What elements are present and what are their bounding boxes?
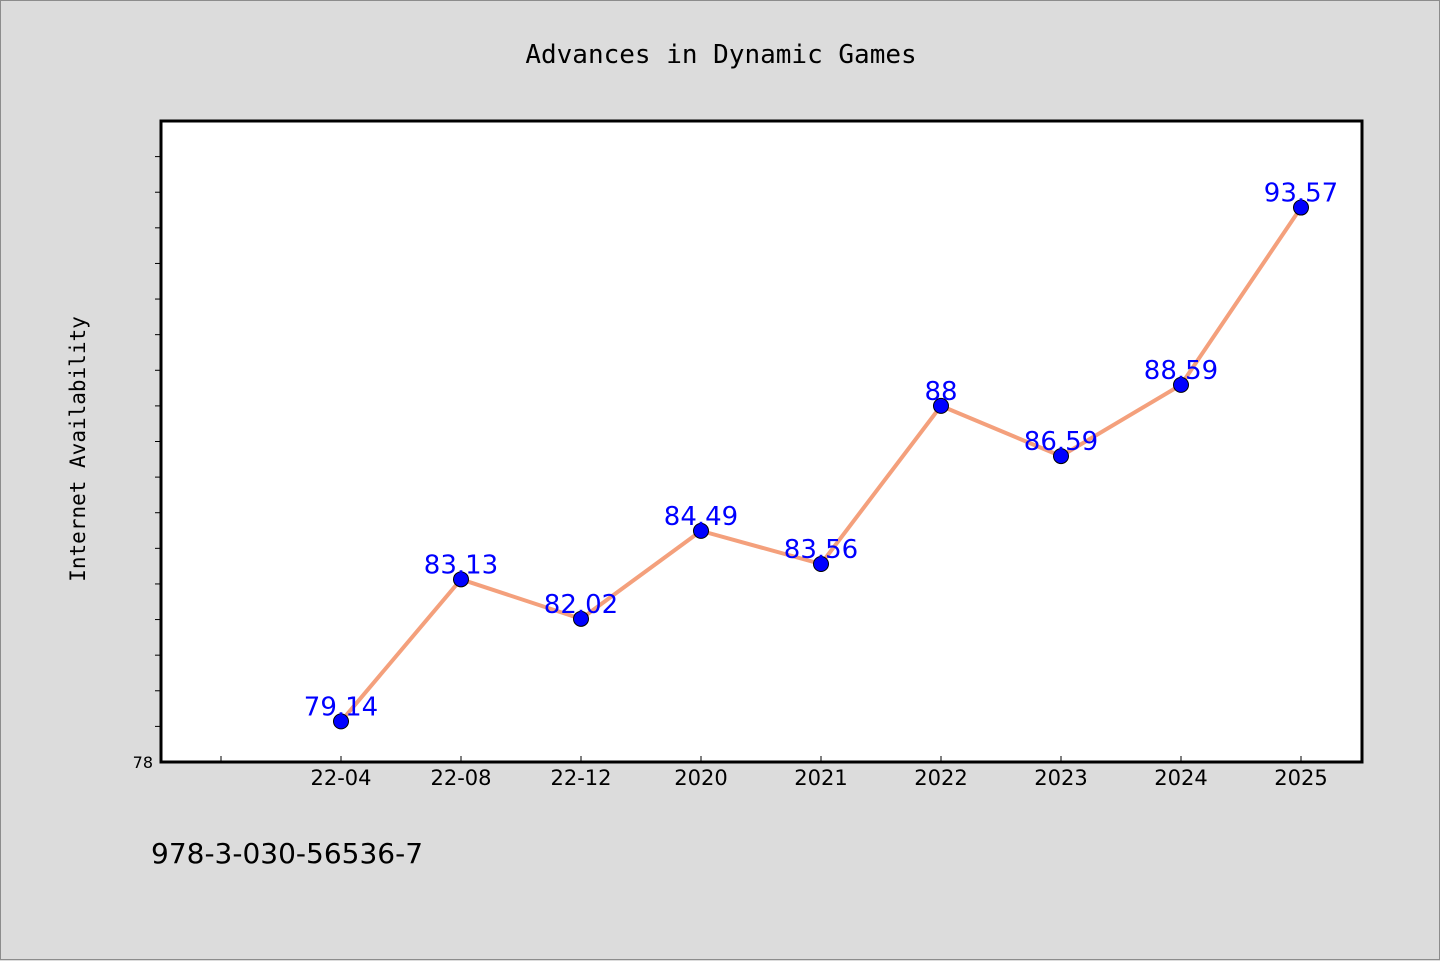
data-point-marker — [573, 610, 589, 627]
y-axis-ticks: 78 — [133, 156, 161, 772]
plot-frame — [159, 119, 1364, 764]
data-label: 88 — [924, 377, 957, 407]
x-tick-label: 22-08 — [430, 766, 491, 790]
x-tick-label: 2025 — [1274, 766, 1327, 790]
data-label: 86.59 — [1024, 427, 1098, 457]
x-tick-label: 22-12 — [550, 766, 611, 790]
data-label: 79.14 — [304, 692, 378, 722]
data-point-marker — [1293, 199, 1309, 216]
data-label: 88.59 — [1144, 356, 1218, 386]
data-point-marker — [813, 556, 829, 573]
y-tick-label: 78 — [133, 753, 153, 772]
data-point-marker — [453, 571, 469, 588]
x-tick-label: 2023 — [1034, 766, 1087, 790]
data-point-marker — [1173, 376, 1189, 393]
x-axis-ticks: 22-04 22-08 22-12 2020 2021 2022 2023 2024 2025 — [220, 756, 1328, 790]
marker-group — [333, 199, 1309, 730]
data-label: 84.49 — [664, 502, 738, 532]
x-tick-label: 2022 — [914, 766, 967, 790]
data-label: 83.13 — [424, 550, 498, 580]
x-tick-label: 2021 — [794, 766, 847, 790]
y-axis-label: Internet Availability — [66, 316, 90, 582]
chart-title: Advances in Dynamic Games — [525, 40, 916, 70]
data-label-group: 79.14 83.13 82.02 84.49 83.56 88 86.59 88.59 93.… — [304, 179, 1338, 723]
x-tick-label: 2024 — [1154, 766, 1207, 790]
footer-isbn: 978-3-030-56536-7 — [151, 837, 423, 870]
plot-area — [161, 121, 1362, 762]
data-label: 93.57 — [1264, 179, 1338, 209]
data-label: 82.02 — [544, 590, 618, 620]
x-tick-label: 2020 — [674, 766, 727, 790]
x-tick-label: 22-04 — [310, 766, 371, 790]
data-label: 83.56 — [784, 535, 858, 565]
data-point-marker — [1053, 448, 1069, 465]
data-point-marker — [933, 397, 949, 414]
data-point-marker — [333, 713, 349, 730]
data-point-marker — [693, 522, 709, 539]
